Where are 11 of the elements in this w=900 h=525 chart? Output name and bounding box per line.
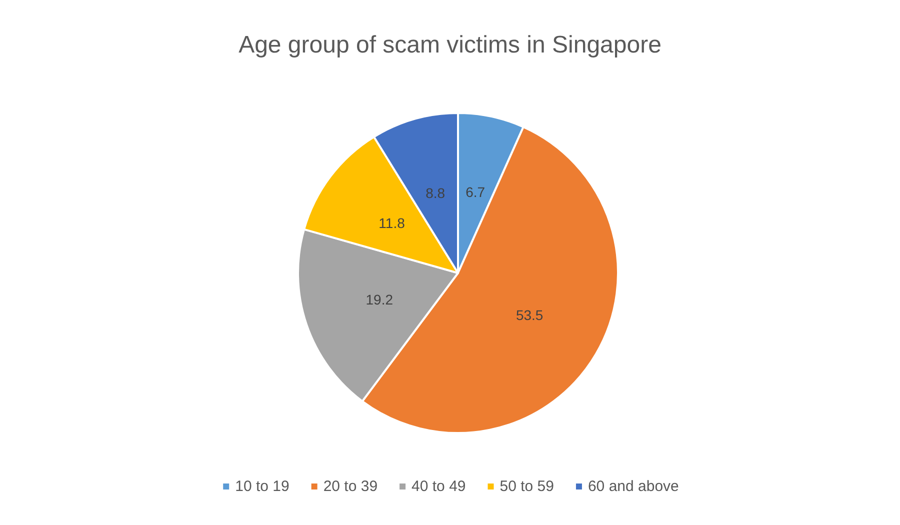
legend-label: 60 and above (588, 478, 679, 495)
legend-label: 10 to 19 (235, 478, 290, 495)
data-label: 53.5 (516, 307, 544, 324)
data-label: 11.8 (378, 214, 406, 231)
legend-label: 20 to 39 (323, 478, 378, 495)
data-label: 6.7 (466, 184, 486, 200)
legend-label: 40 to 49 (412, 478, 466, 495)
legend-label: 50 to 59 (500, 478, 554, 495)
data-label: 8.8 (426, 185, 446, 202)
data-label: 19.2 (366, 292, 394, 308)
chart-title: Age group of scam victims in Singapore (238, 32, 662, 58)
